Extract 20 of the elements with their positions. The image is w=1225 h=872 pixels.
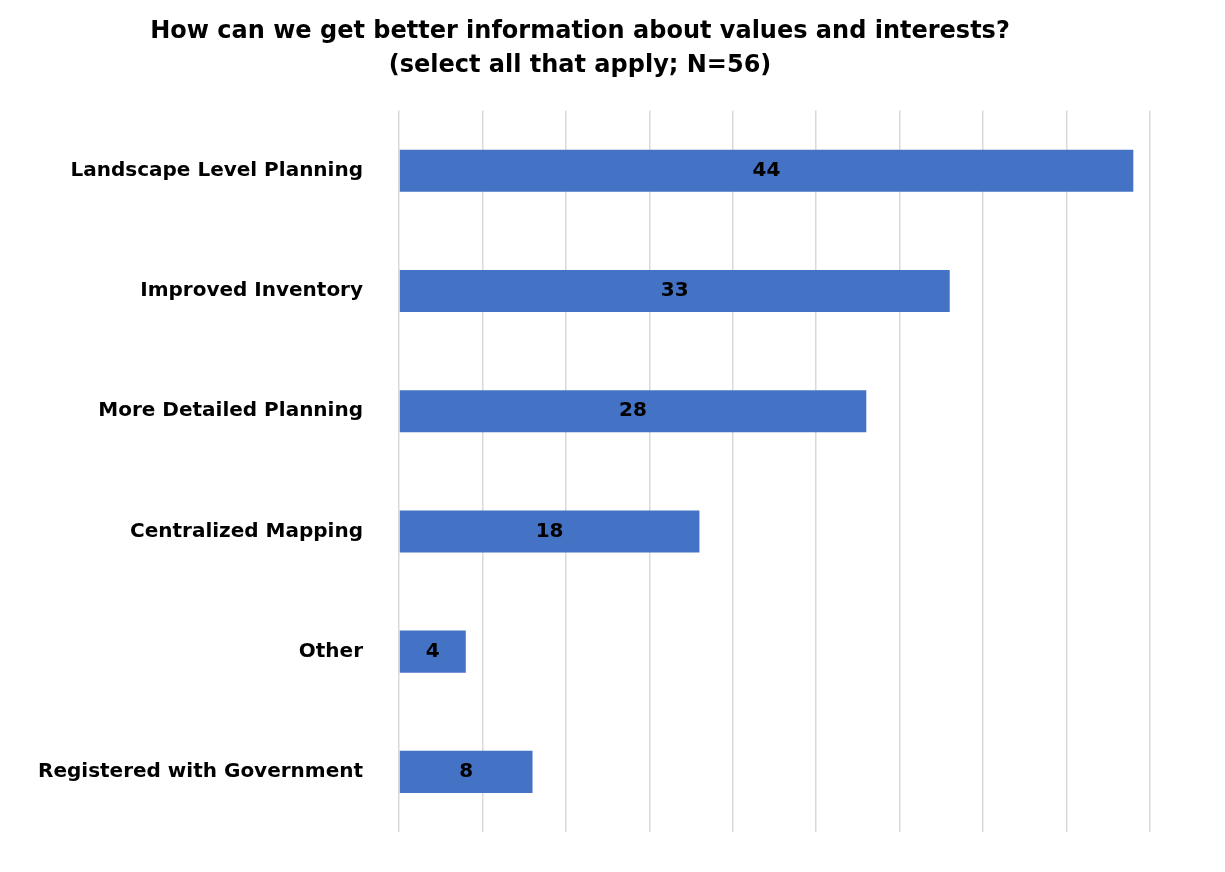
y-tick-label: Other: [298, 637, 364, 662]
bar: [399, 269, 950, 312]
chart-subtitle: (select all that apply; N=56): [388, 50, 772, 79]
data-label: 33: [660, 277, 689, 302]
data-label: 4: [425, 637, 440, 662]
y-tick-label: Centralized Mapping: [129, 517, 364, 542]
data-label: 8: [459, 758, 474, 783]
bar: [399, 149, 1134, 192]
y-tick-label: Registered with Government: [38, 758, 364, 783]
data-label: 18: [535, 517, 564, 542]
data-label: 28: [619, 397, 647, 422]
bar: [399, 630, 466, 673]
data-label: 44: [752, 156, 781, 181]
bar: [399, 390, 867, 433]
bar: [399, 750, 533, 793]
y-tick-label: Improved Inventory: [140, 277, 364, 302]
chart-title: How can we get better information about values and interests?: [150, 15, 1010, 44]
bar: [399, 510, 700, 553]
y-tick-label: Landscape Level Planning: [70, 156, 364, 181]
y-tick-label: More Detailed Planning: [98, 397, 364, 422]
